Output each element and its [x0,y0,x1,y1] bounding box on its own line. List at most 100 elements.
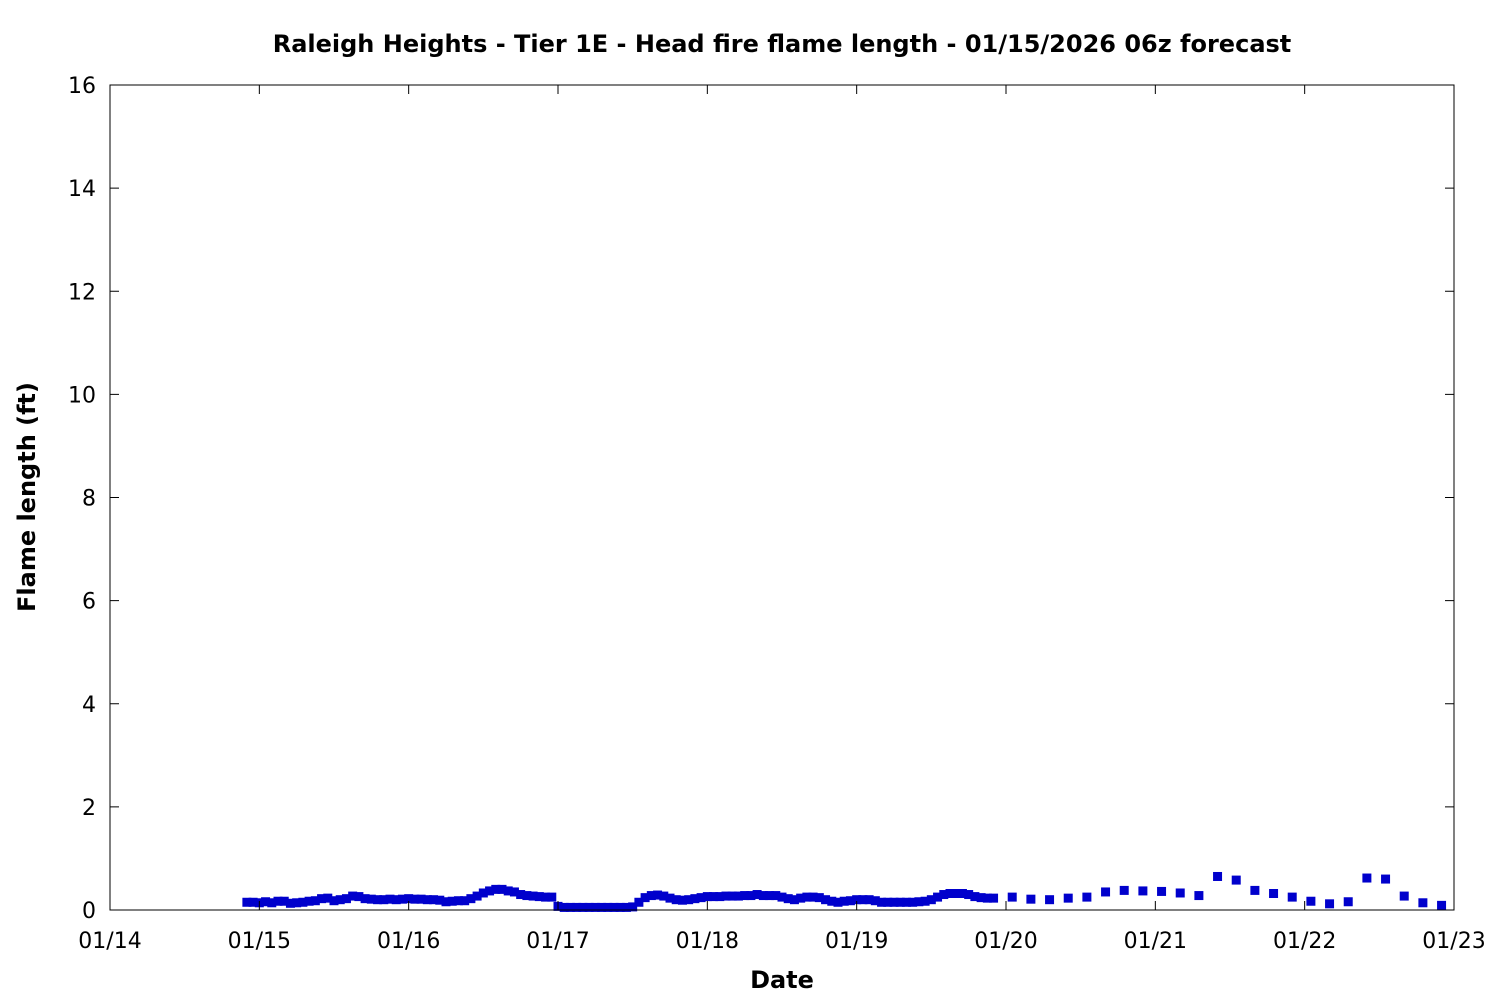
y-tick-label: 6 [82,590,96,615]
data-point [789,895,799,905]
data-point [335,895,345,905]
data-point [410,894,420,904]
data-point [951,889,961,898]
data-point [796,893,806,903]
data-point [615,902,625,912]
data-point [1101,887,1111,897]
data-point [926,895,936,905]
data-point [621,902,631,912]
data-point [348,891,358,901]
data-point [989,893,999,903]
x-tick-label: 01/14 [78,929,141,954]
x-tick-label: 01/19 [825,929,888,954]
data-point [354,892,364,902]
data-point [1269,889,1279,898]
data-point [908,897,918,907]
data-point [864,895,874,905]
data-point [833,897,843,907]
data-point [435,895,445,905]
y-tick-label: 16 [68,74,96,99]
data-point [416,894,426,904]
y-tick-label: 10 [68,383,96,408]
x-tick-label: 01/16 [377,929,440,954]
data-point [323,893,333,903]
data-point [485,886,495,896]
data-point [422,895,432,905]
data-point [298,897,308,907]
data-point [441,897,451,907]
y-tick-label: 12 [68,280,96,305]
data-point [559,902,569,912]
data-point [889,897,899,907]
data-point [547,892,557,902]
data-point [821,895,831,905]
data-point [304,896,314,906]
data-point [1026,894,1036,904]
data-point [982,893,992,903]
data-point [845,896,855,906]
data-point [628,902,638,912]
data-point [1007,892,1017,902]
data-point [646,891,656,901]
y-axis: 0 2 4 6 8 10 12 14 16 [68,74,1454,924]
data-point [1287,892,1297,902]
data-point [659,891,669,901]
x-tick-label: 01/15 [228,929,291,954]
data-point [870,896,880,906]
data-point [578,902,588,912]
data-point [1082,892,1092,902]
data-point [460,896,470,906]
data-point [740,891,750,901]
data-point [603,902,613,912]
data-point [565,902,575,912]
data-point [721,891,731,901]
data-point [317,894,327,904]
y-axis-label: Flame length (ft) [13,382,41,612]
data-point [914,897,924,907]
data-point [696,893,706,903]
data-point [895,897,905,907]
data-point [808,892,818,902]
data-point [572,902,582,912]
x-axis: 01/14 01/15 01/16 01/17 01/18 01/19 01/20 01/21… [78,85,1486,954]
data-point [933,892,943,902]
data-point [528,891,538,901]
data-point [945,889,955,898]
y-tick-label: 2 [82,796,96,821]
data-point [541,892,551,902]
data-point [273,896,283,906]
data-point [858,895,868,905]
data-point [684,895,694,905]
data-point [1063,893,1073,903]
data-point [285,898,295,908]
data-point [404,894,414,904]
data-point [746,891,756,901]
data-point [491,884,501,894]
data-point [279,896,289,906]
chart-title: Raleigh Heights - Tier 1E - Head fire fl… [273,30,1292,58]
data-point [765,891,775,901]
data-point [901,897,911,907]
data-point [970,892,980,902]
data-point [752,890,762,900]
x-tick-label: 01/20 [974,929,1037,954]
data-point [727,891,737,901]
data-point [1119,885,1129,895]
data-point [733,891,743,901]
x-tick-label: 01/21 [1124,929,1187,954]
data-point [1399,891,1409,901]
data-point [242,897,252,907]
data-point [261,897,271,907]
data-point [709,892,719,902]
data-point [1231,875,1241,885]
data-point [920,896,930,906]
data-point [1213,871,1223,881]
data-point [267,898,277,908]
data-point [1175,888,1185,898]
data-point [466,894,476,904]
y-tick-label: 8 [82,487,96,512]
data-point [964,890,974,900]
data-point [827,896,837,906]
x-tick-label: 01/17 [526,929,589,954]
data-point [1437,900,1447,910]
